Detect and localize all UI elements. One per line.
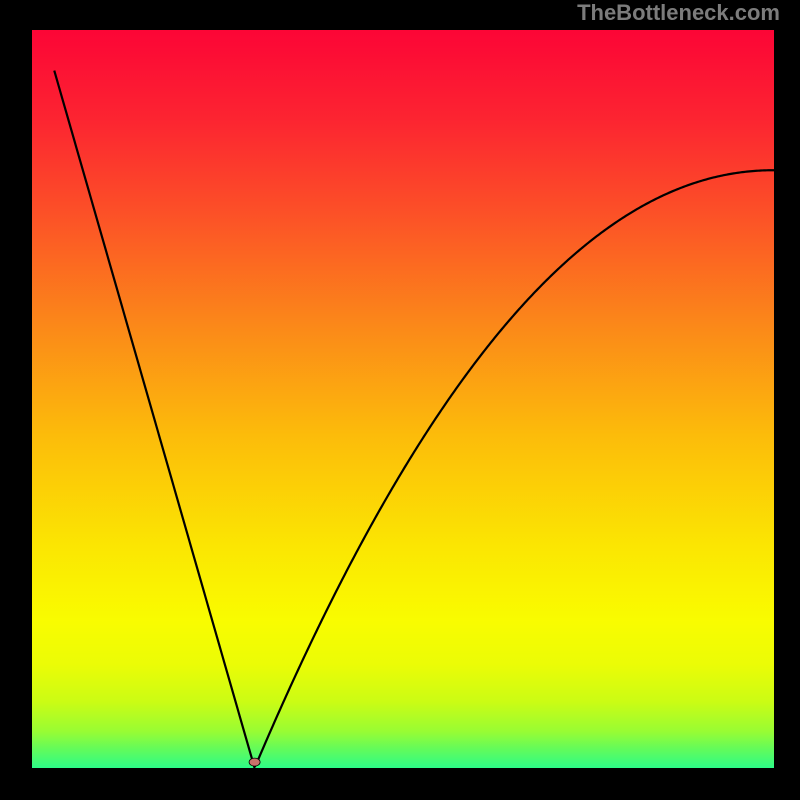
chart-container: TheBottleneck.com (0, 0, 800, 800)
plot-area (32, 30, 774, 768)
plot-svg (32, 30, 774, 768)
gradient-background (32, 30, 774, 768)
watermark-text: TheBottleneck.com (577, 0, 780, 26)
minimum-marker (249, 758, 260, 766)
